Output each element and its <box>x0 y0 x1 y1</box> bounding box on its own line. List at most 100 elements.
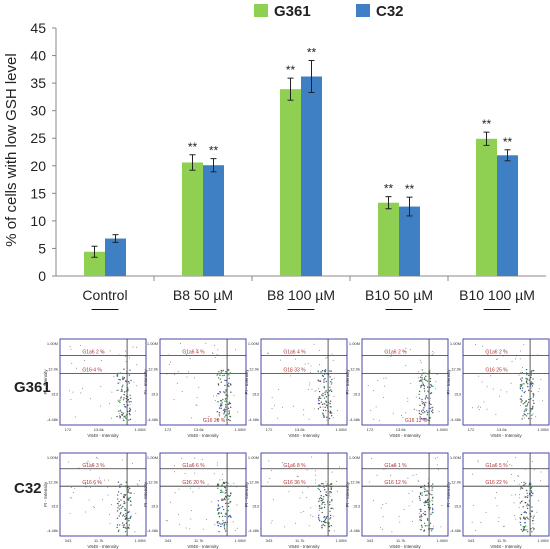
scatter-dot <box>472 473 474 475</box>
scatter-dot <box>321 403 324 406</box>
bar <box>497 155 518 276</box>
scatter-dot <box>421 398 423 401</box>
scatter-dot <box>320 401 323 403</box>
scatter-dot <box>322 409 325 412</box>
scatter-dot <box>423 484 426 487</box>
scatter-dot <box>430 383 432 386</box>
scatter-dot <box>524 390 526 393</box>
scatter-dot <box>328 526 331 528</box>
scatter-dot <box>225 389 227 391</box>
gate-label: G16 36 % <box>283 480 306 486</box>
scatter-dot <box>317 516 320 519</box>
scatter-dot <box>320 371 322 373</box>
flow-plot: G1a6 3 % G16 6 % 1.00M 12.0k 313 -4.48k 343 11.… <box>43 452 147 549</box>
scatter-dot <box>207 483 209 485</box>
scatter-dot <box>222 481 225 484</box>
scatter-dot <box>129 369 131 371</box>
y-tick-label: 313 <box>151 504 158 509</box>
x-tick-label: 1.00M <box>335 538 346 543</box>
y-axis-label: PI - Intensity <box>43 369 48 395</box>
scatter-dot <box>515 355 517 357</box>
gate-label: G1a6 6 % <box>182 463 205 469</box>
down-arrow-icon <box>189 309 217 310</box>
scatter-dot <box>329 494 331 496</box>
scatter-dot <box>426 380 429 382</box>
scatter-dot <box>423 529 426 531</box>
scatter-dot <box>537 391 539 393</box>
y-tick-label: 1.00M <box>450 455 461 460</box>
scatter-dot <box>411 501 413 503</box>
scatter-dot <box>113 376 115 378</box>
scatter-dot <box>382 516 384 518</box>
scatter-dot <box>173 471 175 473</box>
scatter-dot <box>136 483 138 485</box>
x-tick-label: 1.00M <box>335 427 346 432</box>
scatter-dot <box>391 465 393 467</box>
scatter-dot <box>330 415 333 417</box>
scatter-dot <box>529 482 531 484</box>
scatter-dot <box>136 364 138 366</box>
scatter-dot <box>206 354 208 356</box>
scatter-dot <box>432 468 434 470</box>
scatter-dot <box>203 418 205 420</box>
scatter-dot <box>383 468 385 470</box>
scatter-dot <box>122 524 124 526</box>
scatter-dot <box>327 393 329 396</box>
scatter-dot <box>529 383 532 386</box>
y-tick-label: 313 <box>454 504 461 509</box>
scatter-dot <box>318 403 321 405</box>
scatter-dot <box>422 384 425 387</box>
scatter-dot <box>125 522 127 524</box>
scatter-dot <box>125 406 127 408</box>
scatter-dots <box>166 342 239 422</box>
y-tick-label: 20 <box>30 158 46 174</box>
y-tick-label: 12.0k <box>249 479 259 484</box>
scatter-dot <box>223 499 225 501</box>
scatter-dot <box>513 480 515 482</box>
scatter-dot <box>427 419 429 421</box>
scatter-dot <box>225 406 227 408</box>
scatter-dot <box>190 510 192 512</box>
scatter-dot <box>530 489 532 492</box>
scatter-dot <box>223 526 226 528</box>
scatter-dot <box>517 475 519 477</box>
scatter-dot <box>122 495 125 498</box>
y-tick-label: 1.00M <box>349 341 360 346</box>
scatter-dot <box>421 374 423 376</box>
scatter-dot <box>519 405 521 407</box>
scatter-dot <box>121 515 124 517</box>
x-tick-label: 343 <box>468 538 475 543</box>
scatter-dot <box>420 510 422 513</box>
scatter-dot <box>304 363 306 365</box>
scatter-dot <box>430 403 432 406</box>
scatter-dot <box>528 500 531 502</box>
scatter-dot <box>487 354 489 356</box>
scatter-dot <box>121 388 123 390</box>
scatter-dot <box>320 494 322 497</box>
scatter-dot <box>519 494 521 496</box>
y-tick-label: 12.0k <box>48 366 58 371</box>
y-tick-label: -4.48k <box>47 528 58 533</box>
scatter-dot <box>528 379 530 381</box>
scatter-dot <box>321 499 323 502</box>
scatter-dot <box>430 385 433 387</box>
scatter-dot <box>525 381 528 384</box>
scatter-dot <box>119 399 121 401</box>
scatter-dot <box>421 402 424 405</box>
scatter-dot <box>111 504 113 506</box>
scatter-dot <box>432 483 434 485</box>
scatter-dot <box>529 385 531 387</box>
scatter-dot <box>230 492 232 495</box>
scatter-dot <box>432 509 434 511</box>
scatter-dot <box>69 345 71 347</box>
scatter-dot <box>136 385 138 387</box>
scatter-dot <box>124 502 126 504</box>
scatter-dot <box>527 389 530 392</box>
y-axis-label: PI - Intensity <box>244 369 249 395</box>
y-axis-label: PI - Intensity <box>446 481 451 507</box>
scatter-dot <box>527 385 529 388</box>
scatter-dot <box>186 376 188 378</box>
scatter-dot <box>424 398 427 400</box>
scatter-dot <box>421 377 423 379</box>
scatter-dot <box>218 512 221 514</box>
